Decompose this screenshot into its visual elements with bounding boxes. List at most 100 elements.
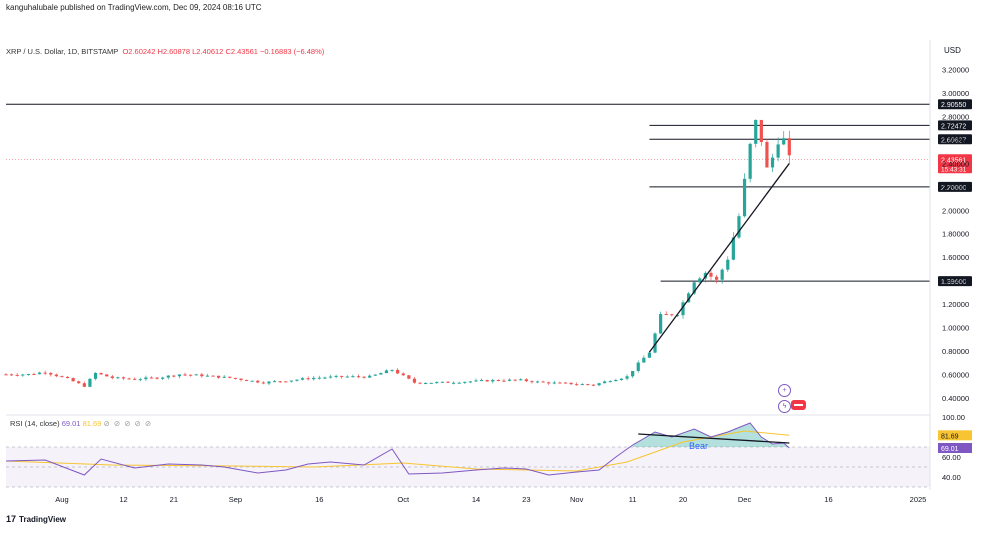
candle-body	[21, 374, 25, 376]
price-tick-label: 2.40000	[942, 159, 969, 168]
candle-body	[463, 381, 467, 383]
price-tick-label: 1.80000	[942, 230, 969, 239]
flag-icon[interactable]	[791, 400, 806, 410]
candle-body	[183, 374, 187, 376]
candle-body	[289, 380, 293, 382]
time-tick-label: Aug	[55, 495, 68, 504]
rsi-ma-tag	[938, 430, 972, 441]
level-label: 2.90550	[941, 102, 966, 109]
price-tick-label: 2.80000	[942, 113, 969, 122]
candle-body	[116, 377, 120, 379]
candle-body	[424, 383, 428, 385]
price-tick-label: 1.20000	[942, 300, 969, 309]
candle-body	[177, 374, 182, 377]
candle-body	[446, 381, 450, 383]
time-tick-label: 16	[824, 495, 832, 504]
candle-body	[368, 375, 372, 378]
candle-body	[211, 375, 215, 377]
candle-body	[250, 380, 254, 382]
candle-body	[569, 382, 573, 385]
level-tag	[938, 134, 972, 145]
lightning-icon[interactable]: ϟ	[778, 400, 791, 413]
candle-body	[754, 119, 758, 144]
candle-body	[43, 372, 47, 374]
plus-icon[interactable]: +	[778, 384, 791, 397]
candle-body	[166, 375, 170, 378]
candle-body	[547, 382, 551, 384]
current-price-label: 2.43561	[941, 157, 966, 164]
candle-body	[49, 372, 53, 375]
candle-body	[384, 370, 389, 374]
level-tag	[938, 181, 972, 192]
candle-body	[726, 259, 730, 270]
candle-body	[194, 374, 198, 376]
candle-body	[205, 375, 210, 377]
candle-body	[144, 377, 148, 380]
candle-body	[407, 375, 411, 379]
candle-body	[390, 369, 394, 371]
candle-body	[770, 157, 775, 168]
candle-body	[356, 376, 361, 378]
candle-body	[412, 378, 417, 383]
ohlc-values: O2.60242 H2.60878 L2.40612 C2.43561 −0.1…	[122, 47, 325, 56]
candle-body	[513, 379, 517, 381]
candle-body	[323, 377, 327, 379]
price-tick-label: 1.00000	[942, 323, 969, 332]
candle-body	[300, 378, 305, 380]
level-tag	[938, 276, 972, 287]
candle-body	[4, 374, 8, 376]
candle-body	[670, 314, 674, 316]
candle-body	[709, 272, 713, 277]
time-tick-label: Nov	[570, 495, 584, 504]
candle-body	[37, 372, 42, 375]
price-tick-label: 0.40000	[942, 394, 969, 403]
candle-body	[105, 374, 109, 377]
candle-body	[614, 379, 618, 382]
candle-body	[619, 378, 624, 380]
indicator-controls-icon[interactable]: ⊘ ⊘ ⊘ ⊘ ⊘	[103, 419, 153, 428]
candle-body	[93, 372, 98, 379]
candle-body	[659, 314, 663, 334]
candle-body	[535, 381, 540, 383]
candle-body	[625, 376, 629, 379]
candle-body	[278, 381, 282, 383]
level-label: 2.60627	[941, 137, 966, 144]
candle-body	[244, 379, 249, 381]
currency-label[interactable]: USD	[944, 46, 961, 55]
symbol-info: XRP / U.S. Dollar, 1D, BITSTAMP O2.60242…	[6, 47, 324, 56]
candle-body	[261, 382, 265, 384]
candle-body	[435, 382, 439, 384]
candle-body	[681, 302, 685, 316]
publisher-line: kanguhalubale published on TradingView.c…	[6, 3, 262, 12]
candle-body	[664, 314, 668, 316]
candle-body	[312, 377, 316, 380]
candle-body	[496, 379, 500, 381]
candle-body	[149, 377, 154, 379]
candle-body	[9, 374, 14, 376]
candle-body	[401, 373, 405, 376]
candle-body	[440, 381, 445, 383]
candle-body	[675, 315, 680, 317]
candle-body	[82, 383, 86, 387]
candle-body	[127, 378, 131, 380]
candle-body	[692, 282, 696, 294]
candle-body	[284, 381, 288, 383]
candle-body	[759, 119, 763, 142]
candle-body	[541, 381, 545, 383]
candle-body	[228, 376, 232, 378]
candle-body	[468, 381, 472, 383]
candle-body	[530, 381, 534, 383]
candle-body	[77, 381, 81, 384]
candle-body	[15, 374, 19, 376]
candle-body	[239, 378, 243, 380]
time-tick-label: 21	[170, 495, 178, 504]
candle-body	[328, 376, 333, 378]
candle-body	[698, 278, 702, 283]
candle-body	[507, 379, 512, 381]
candle-body	[373, 374, 377, 376]
rsi-title[interactable]: RSI (14, close)	[10, 419, 60, 428]
symbol-name[interactable]: XRP / U.S. Dollar, 1D, BITSTAMP	[6, 47, 119, 56]
bear-label: Bear	[689, 441, 708, 451]
candle-body	[742, 178, 747, 217]
